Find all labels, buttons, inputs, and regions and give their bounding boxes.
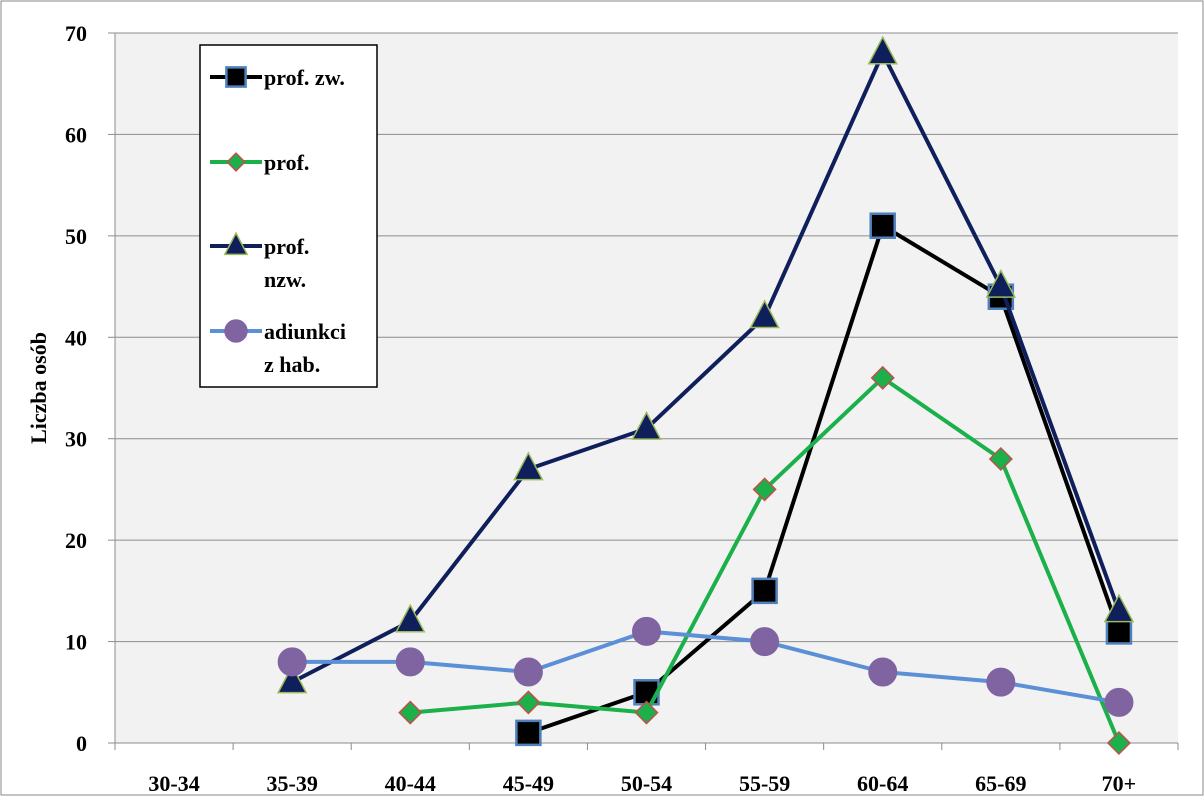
legend-marker <box>223 231 249 256</box>
data-point <box>395 647 425 677</box>
series-line <box>527 223 1121 735</box>
legend-label: nzw. <box>264 267 306 292</box>
data-point <box>750 627 780 657</box>
x-tick-label: 70+ <box>1102 771 1137 796</box>
y-tick-label: 30 <box>65 427 87 452</box>
data-point <box>986 667 1016 697</box>
data-point <box>867 35 898 65</box>
x-tick-label: 40-44 <box>385 771 436 796</box>
y-tick-label: 60 <box>65 122 87 147</box>
y-tick-label: 50 <box>65 224 87 249</box>
data-point <box>276 664 308 694</box>
legend-entry-3: prof. nzw. <box>210 231 309 292</box>
data-point <box>515 719 542 747</box>
legend-entry-2: prof. <box>210 150 309 175</box>
series-line <box>292 629 1120 705</box>
x-tick-label: 30-34 <box>148 771 199 796</box>
legend-label: z hab. <box>264 352 320 377</box>
legend-label: prof. <box>264 234 309 259</box>
data-point <box>1105 618 1133 645</box>
data-point <box>1104 687 1134 717</box>
x-tick-label: 55-59 <box>739 771 790 796</box>
legend-marker <box>224 319 248 343</box>
data-point <box>1106 730 1132 756</box>
legend-entry-4: adiunkci z hab. <box>210 319 346 377</box>
data-point <box>868 657 898 687</box>
data-point <box>632 616 661 646</box>
x-tick-label: 50-54 <box>621 771 672 796</box>
legend-marker <box>225 66 247 88</box>
legend-marker <box>226 152 246 172</box>
legend-label: prof. <box>264 150 309 175</box>
axes: 0 10 20 30 40 50 60 70 30-34 35-39 40-44 45-49 50-54… <box>65 21 1179 796</box>
data-point <box>1103 593 1135 623</box>
data-point <box>513 451 544 481</box>
y-tick-label: 70 <box>65 21 87 46</box>
data-point <box>869 212 896 239</box>
data-point <box>513 657 543 687</box>
y-tick-label: 40 <box>65 325 87 350</box>
data-point <box>634 700 659 725</box>
series-layer <box>276 35 1135 756</box>
x-tick-label: 35-39 <box>267 771 318 796</box>
data-point <box>749 299 780 329</box>
data-point <box>631 410 662 440</box>
data-point <box>988 446 1013 472</box>
data-point <box>751 577 778 605</box>
series-2 <box>398 365 1132 756</box>
y-tick-label: 10 <box>65 630 87 655</box>
legend: prof. zw. prof. prof. nzw. adiunkci z hab. <box>199 44 378 388</box>
series-3 <box>276 35 1135 694</box>
legend-label: adiunkci <box>264 319 346 344</box>
data-point <box>985 268 1017 298</box>
data-point <box>398 700 423 725</box>
x-tick-label: 65-69 <box>975 771 1026 796</box>
data-point <box>870 365 895 390</box>
y-tick-label: 20 <box>65 528 87 553</box>
series-4 <box>277 616 1134 717</box>
legend-entry-1: prof. zw. <box>210 65 345 90</box>
y-tick-label: 0 <box>76 731 87 756</box>
legend-label: prof. zw. <box>264 65 345 90</box>
x-tick-label: 45-49 <box>503 771 554 796</box>
data-point <box>277 647 307 677</box>
data-point <box>752 477 777 502</box>
series-line <box>291 51 1121 684</box>
y-axis-title: Liczba osób <box>26 332 51 444</box>
x-tick-label: 60-64 <box>857 771 908 796</box>
data-point <box>516 690 541 715</box>
data-point <box>395 603 426 633</box>
